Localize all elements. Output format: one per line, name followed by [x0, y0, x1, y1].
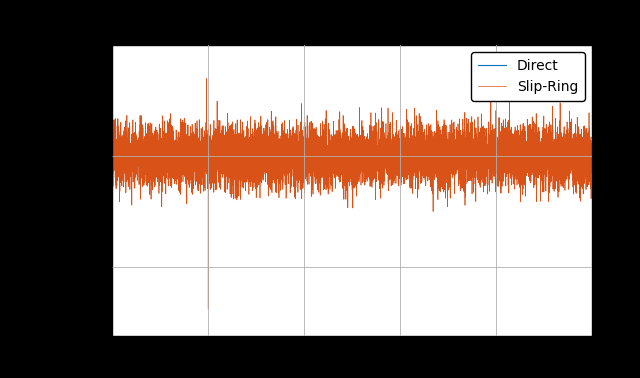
Direct: [148, 138, 156, 143]
Slip-Ring: [588, 136, 596, 141]
Direct: [110, 152, 118, 156]
Slip-Ring: [110, 157, 118, 162]
Slip-Ring: [204, 307, 212, 311]
Direct: [563, 151, 570, 155]
Slip-Ring: [137, 169, 145, 174]
Slip-Ring: [563, 140, 570, 144]
Direct: [137, 155, 145, 159]
Direct: [108, 155, 116, 159]
Direct: [431, 172, 439, 176]
Direct: [202, 163, 210, 167]
Direct: [128, 162, 136, 166]
Slip-Ring: [202, 151, 210, 155]
Slip-Ring: [203, 76, 211, 81]
Line: Slip-Ring: Slip-Ring: [112, 79, 592, 309]
Legend: Direct, Slip-Ring: Direct, Slip-Ring: [471, 52, 585, 101]
Slip-Ring: [108, 134, 116, 138]
Direct: [343, 146, 351, 150]
Line: Direct: Direct: [112, 141, 592, 174]
Direct: [588, 156, 596, 161]
Slip-Ring: [128, 161, 136, 166]
Slip-Ring: [343, 146, 351, 151]
